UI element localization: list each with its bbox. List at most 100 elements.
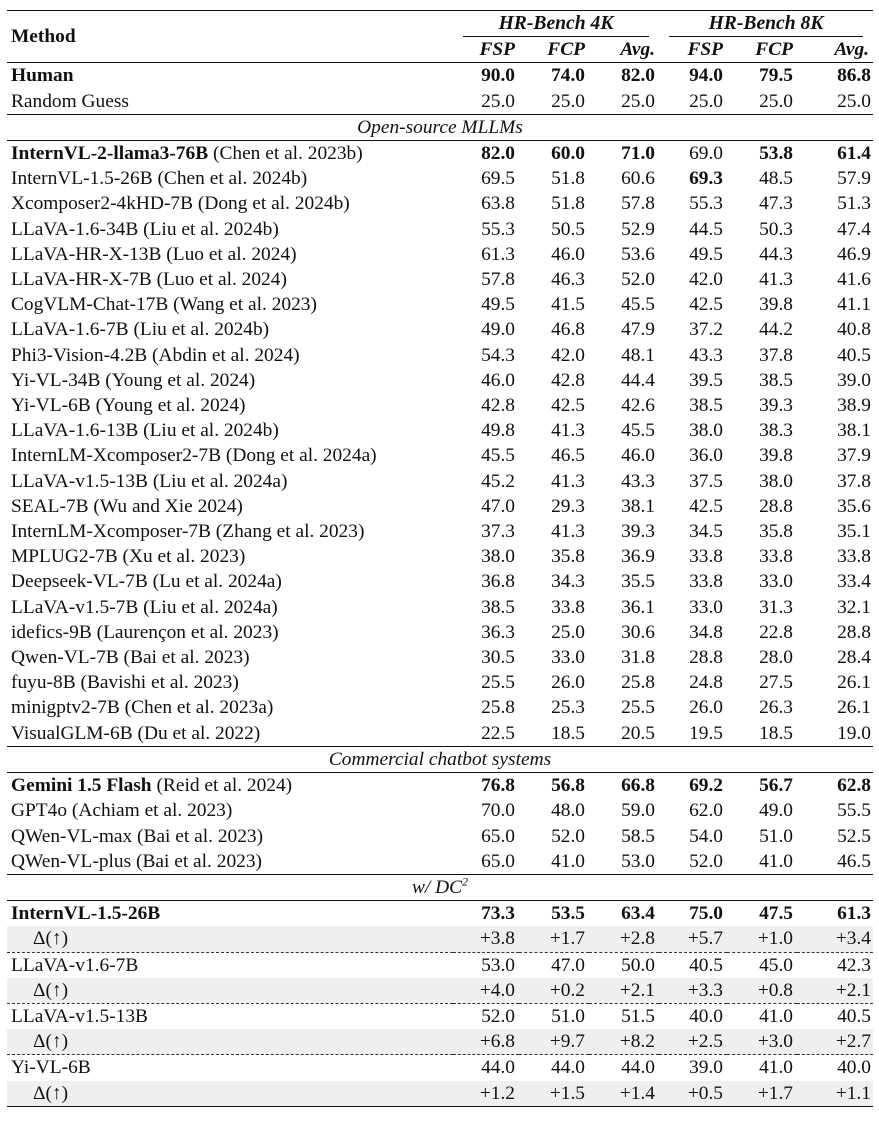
score-cell: +1.5 xyxy=(519,1080,589,1107)
score-cell: 38.0 xyxy=(689,420,723,442)
score-cell: 61.3 xyxy=(837,903,871,925)
score-cell: 63.8 xyxy=(481,193,515,215)
score-cell: 37.2 xyxy=(689,319,723,341)
score-cell: 35.6 xyxy=(837,495,871,517)
model-name: QWen-VL-plus xyxy=(11,850,132,872)
score-cell: 30.5 xyxy=(481,647,515,669)
score-cell: 26.3 xyxy=(759,697,793,719)
results-body: Human 90.0 74.0 82.0 94.0 79.5 86.8 Random Gues… xyxy=(7,63,873,1107)
model-name: LLaVA-HR-X-13B xyxy=(11,243,162,265)
score-cell: 50.0 xyxy=(589,951,659,978)
model-name-cell: Yi-VL-6B xyxy=(7,1054,453,1081)
score-cell: 53.8 xyxy=(759,143,793,165)
score-cell: 25.3 xyxy=(551,697,585,719)
model-name: Yi-VL-34B xyxy=(11,369,101,391)
score-cell: 47.3 xyxy=(759,193,793,215)
model-name-cell: Human xyxy=(7,63,453,89)
score-cell: 42.5 xyxy=(689,294,723,316)
table-row: QWen-VL-plus (Bai et al. 2023) 65.0 41.0 53… xyxy=(7,849,873,875)
subcol-header: FSP xyxy=(659,37,727,64)
model-name: Human xyxy=(11,65,74,87)
score-cell: 31.8 xyxy=(621,647,655,669)
table-row: InternVL-1.5-26B (Chen et al. 2024b) 69.5… xyxy=(7,166,873,191)
score-cell: 36.0 xyxy=(689,445,723,467)
model-name-cell: minigptv2-7B (Chen et al. 2023a) xyxy=(7,695,453,720)
score-cell: 38.3 xyxy=(759,420,793,442)
model-name: LLaVA-1.6-34B xyxy=(11,218,139,240)
model-name-cell: LLaVA-HR-X-7B (Luo et al. 2024) xyxy=(7,267,453,292)
score-cell: 69.2 xyxy=(689,775,723,797)
score-cell: 38.9 xyxy=(837,395,871,417)
score-cell: 41.3 xyxy=(759,269,793,291)
model-name-cell: VisualGLM-6B (Du et al. 2022) xyxy=(7,721,453,747)
score-cell: 49.5 xyxy=(689,243,723,265)
score-cell: 31.3 xyxy=(759,596,793,618)
results-table-container: Method HR-Bench 4K HR-Bench 8K FSP FCP A… xyxy=(7,9,873,1107)
model-name: Random Guess xyxy=(11,90,129,112)
score-cell: 50.5 xyxy=(551,218,585,240)
model-citation: (Bai et al. 2023) xyxy=(131,850,262,872)
model-citation: (Du et al. 2022) xyxy=(132,722,261,744)
model-name: InternVL-1.5-26B xyxy=(11,903,161,925)
score-cell: 36.1 xyxy=(621,596,655,618)
score-cell: 44.0 xyxy=(453,1054,519,1081)
score-cell: 53.6 xyxy=(621,243,655,265)
score-cell: 58.5 xyxy=(621,825,655,847)
model-name-cell: Yi-VL-6B (Young et al. 2024) xyxy=(7,393,453,418)
table-row: LLaVA-v1.5-13B 52.0 51.0 51.5 40.0 41.0 40.5 xyxy=(7,1002,873,1030)
model-name-cell: LLaVA-1.6-34B (Liu et al. 2024b) xyxy=(7,217,453,242)
model-name-cell: Qwen-VL-7B (Bai et al. 2023) xyxy=(7,645,453,670)
score-cell: 75.0 xyxy=(689,903,723,925)
model-citation: (Liu et al. 2024b) xyxy=(138,420,279,442)
score-cell: 37.8 xyxy=(759,344,793,366)
model-name: InternVL-1.5-26B xyxy=(11,168,153,190)
model-name: VisualGLM-6B xyxy=(11,722,133,744)
table-row: QWen-VL-max (Bai et al. 2023) 65.0 52.0 58.… xyxy=(7,824,873,849)
score-cell: 26.0 xyxy=(551,672,585,694)
score-cell: 65.0 xyxy=(481,850,515,872)
score-cell: +6.8 xyxy=(453,1029,519,1055)
model-name-cell: Xcomposer2-4kHD-7B (Dong et al. 2024b) xyxy=(7,191,453,216)
score-cell: 40.8 xyxy=(837,319,871,341)
score-cell: 50.3 xyxy=(759,218,793,240)
score-cell: 33.8 xyxy=(551,596,585,618)
model-name-cell: LLaVA-v1.5-13B xyxy=(7,1002,453,1030)
model-name-cell: InternVL-1.5-26B (Chen et al. 2024b) xyxy=(7,166,453,191)
score-cell: 60.6 xyxy=(621,168,655,190)
score-cell: +2.5 xyxy=(659,1029,727,1055)
score-cell: 28.0 xyxy=(759,647,793,669)
score-cell: 40.0 xyxy=(797,1054,873,1081)
score-cell: 46.9 xyxy=(837,243,871,265)
model-name-cell: InternLM-Xcomposer2-7B (Dong et al. 2024… xyxy=(7,443,453,468)
score-cell: +9.7 xyxy=(519,1029,589,1055)
score-cell: 41.0 xyxy=(727,1054,797,1081)
score-cell: 53.5 xyxy=(551,903,585,925)
model-citation: (Reid et al. 2024) xyxy=(151,775,293,797)
score-cell: 34.8 xyxy=(689,621,723,643)
score-cell: 44.0 xyxy=(519,1054,589,1081)
model-citation: (Bavishi et al. 2023) xyxy=(75,672,239,694)
score-cell: 25.0 xyxy=(689,90,723,112)
score-cell: 66.8 xyxy=(621,775,655,797)
model-name-cell: QWen-VL-max (Bai et al. 2023) xyxy=(7,824,453,849)
model-name: minigptv2-7B xyxy=(11,697,120,719)
score-cell: 46.0 xyxy=(551,243,585,265)
model-name: Qwen-VL-7B xyxy=(11,647,119,669)
model-citation: (Liu et al. 2024b) xyxy=(128,319,270,341)
score-cell: 69.3 xyxy=(689,168,723,190)
table-row: fuyu-8B (Bavishi et al. 2023) 25.5 26.0 25.… xyxy=(7,670,873,695)
score-cell: 41.0 xyxy=(727,1002,797,1030)
score-cell: 19.0 xyxy=(837,722,871,744)
table-row: LLaVA-v1.6-7B 53.0 47.0 50.0 40.5 45.0 42.3 xyxy=(7,951,873,978)
score-cell: 61.3 xyxy=(481,243,515,265)
score-cell: 41.6 xyxy=(837,269,871,291)
score-cell: 39.3 xyxy=(621,521,655,543)
score-cell: 52.0 xyxy=(689,850,723,872)
score-cell: 47.0 xyxy=(519,951,589,978)
score-cell: 42.6 xyxy=(621,395,655,417)
score-cell: 47.0 xyxy=(481,495,515,517)
score-cell: +0.8 xyxy=(727,977,797,1004)
score-cell: 52.5 xyxy=(837,825,871,847)
results-table: Method HR-Bench 4K HR-Bench 8K FSP FCP A… xyxy=(7,9,873,1107)
model-name: LLaVA-v1.6-7B xyxy=(11,954,139,976)
